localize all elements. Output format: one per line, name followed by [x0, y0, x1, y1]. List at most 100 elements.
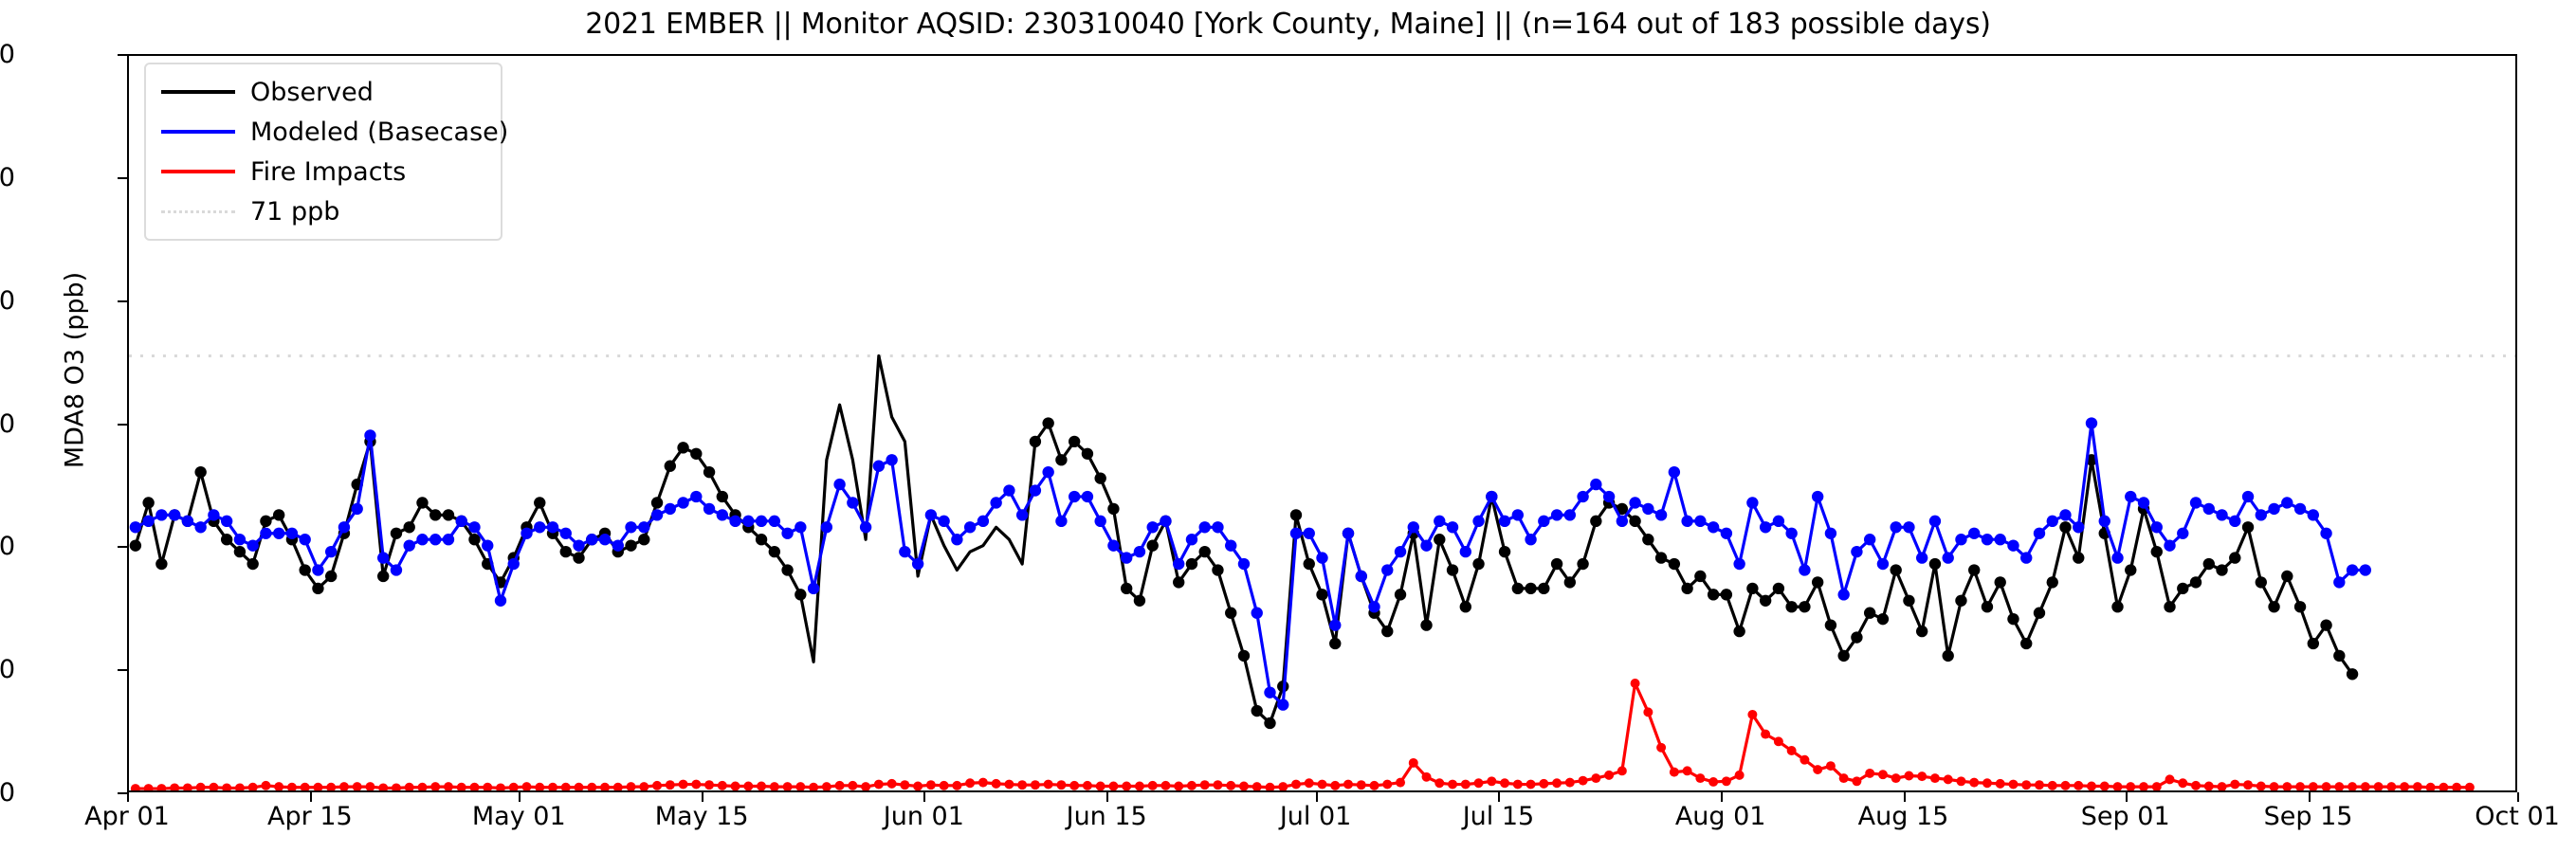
data-point — [326, 782, 337, 790]
data-point — [1134, 781, 1144, 790]
data-point — [1186, 780, 1197, 790]
legend-item-71-ppb[interactable]: 71 ppb — [146, 191, 501, 231]
data-point — [1994, 576, 2006, 589]
data-point — [977, 777, 988, 788]
data-point — [403, 539, 415, 552]
data-point — [821, 782, 831, 790]
data-point — [1237, 649, 1251, 662]
data-point — [2293, 502, 2307, 516]
data-point — [378, 783, 389, 790]
data-point — [2229, 552, 2241, 564]
data-point — [2111, 601, 2124, 613]
data-point — [2021, 780, 2032, 790]
data-point — [1903, 594, 1915, 607]
data-point — [690, 447, 703, 460]
data-point — [2178, 778, 2188, 789]
data-point — [351, 502, 363, 516]
data-point — [1995, 778, 2005, 789]
y-tick-mark — [118, 299, 127, 302]
data-point — [1068, 490, 1081, 503]
data-point — [1434, 778, 1445, 789]
data-point — [769, 782, 779, 790]
data-point — [260, 515, 272, 528]
data-point — [586, 534, 598, 546]
data-point — [2164, 601, 2176, 613]
data-point — [2074, 780, 2084, 790]
data-point — [1552, 778, 1562, 789]
data-point — [2268, 601, 2280, 613]
x-tick-label: Aug 15 — [1857, 802, 1949, 831]
data-point — [1146, 521, 1159, 534]
data-point — [2256, 781, 2266, 790]
y-tick-mark — [118, 792, 127, 794]
data-point — [1720, 527, 1733, 539]
data-point — [2293, 601, 2307, 613]
data-point — [2268, 502, 2280, 516]
data-point — [1081, 447, 1094, 460]
data-point — [1824, 619, 1837, 631]
data-point — [272, 527, 285, 539]
data-point — [261, 780, 271, 790]
data-point — [1512, 779, 1523, 789]
data-point — [1733, 557, 1745, 571]
data-point — [742, 515, 755, 528]
data-point — [1238, 781, 1249, 790]
data-point — [1343, 779, 1353, 789]
data-point — [573, 539, 585, 552]
data-point — [429, 534, 442, 546]
data-point — [1863, 534, 1876, 546]
data-point — [1434, 515, 1446, 528]
data-point — [1251, 607, 1263, 619]
data-point — [977, 515, 990, 528]
data-point — [1029, 484, 1042, 497]
data-point — [1785, 527, 1798, 539]
series-line — [134, 354, 2354, 725]
data-point — [1174, 781, 1184, 790]
data-point — [598, 534, 612, 546]
x-tick-label: Apr 01 — [84, 802, 170, 831]
data-point — [1982, 778, 1992, 789]
data-point — [508, 782, 519, 790]
legend-item-modeled-basecase[interactable]: Modeled (Basecase) — [146, 112, 508, 152]
data-point — [1408, 757, 1418, 768]
data-point — [1681, 515, 1693, 528]
data-point — [1863, 607, 1876, 619]
legend-item-fire-impacts[interactable]: Fire Impacts — [146, 152, 501, 191]
data-point — [795, 589, 807, 601]
data-point — [2217, 782, 2227, 790]
data-point — [2189, 497, 2202, 509]
data-point — [1421, 771, 1432, 782]
data-point — [2373, 782, 2384, 790]
data-point — [1015, 509, 1029, 521]
data-point — [482, 539, 494, 552]
data-point — [2073, 521, 2085, 534]
data-point — [1890, 521, 1902, 534]
data-point — [2059, 509, 2072, 521]
data-point — [1682, 766, 1692, 776]
data-point — [924, 509, 938, 521]
data-point — [521, 782, 532, 790]
data-point — [1029, 435, 1042, 448]
data-point — [704, 780, 715, 790]
data-point — [1785, 601, 1798, 613]
data-point — [142, 497, 155, 509]
data-point — [364, 429, 376, 442]
data-point — [416, 534, 429, 546]
data-point — [755, 515, 768, 528]
data-point — [2243, 780, 2254, 790]
data-point — [1107, 539, 1120, 552]
data-point — [757, 781, 767, 790]
data-point — [1056, 780, 1067, 790]
data-point — [299, 534, 311, 546]
data-point — [1264, 686, 1276, 699]
data-point — [650, 509, 664, 521]
data-point — [873, 779, 884, 789]
data-point — [1381, 625, 1394, 638]
data-point — [1668, 465, 1681, 479]
chart-legend: Observed Modeled (Basecase) Fire Impacts 71… — [144, 63, 508, 241]
legend-item-observed[interactable]: Observed — [146, 72, 501, 112]
data-point — [1811, 576, 1824, 589]
series-observed — [129, 354, 2359, 730]
data-point — [1160, 780, 1171, 790]
data-point — [859, 521, 872, 534]
